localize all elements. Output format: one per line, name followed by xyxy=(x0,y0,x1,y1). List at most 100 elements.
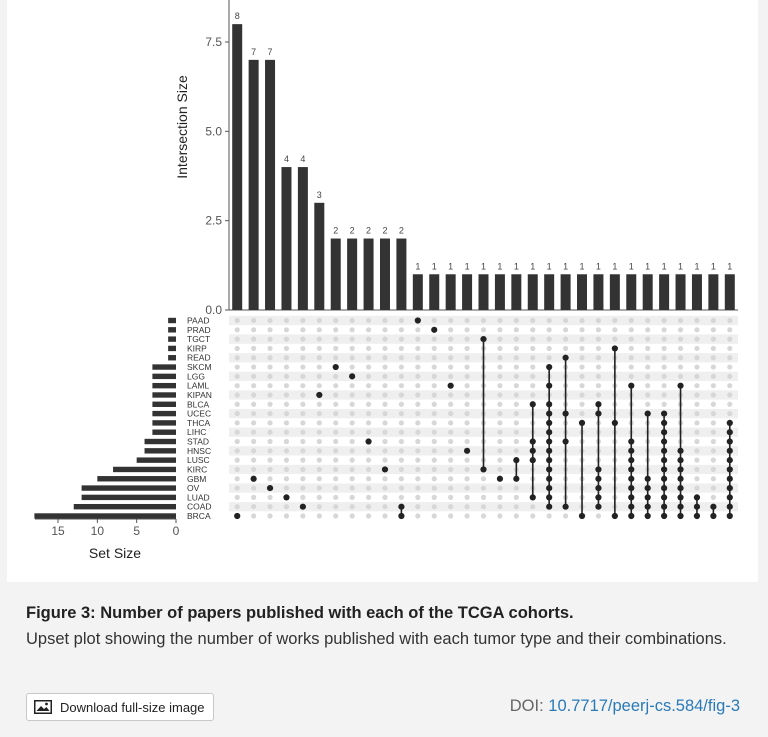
matrix-dot-inactive xyxy=(300,420,306,426)
matrix-dot-inactive xyxy=(497,485,503,491)
matrix-dot-inactive xyxy=(300,345,306,352)
matrix-dot-inactive xyxy=(694,429,700,435)
matrix-dot-active xyxy=(628,382,635,389)
bar-value-label: 2 xyxy=(366,226,371,236)
matrix-dot-inactive xyxy=(710,429,716,435)
matrix-dot-inactive xyxy=(300,466,306,473)
matrix-dot-inactive xyxy=(349,485,355,491)
matrix-dot-inactive xyxy=(464,457,470,463)
matrix-dot-inactive xyxy=(398,466,405,473)
matrix-dot-inactive xyxy=(333,476,339,482)
matrix-dot-inactive xyxy=(333,466,339,473)
bar-value-label: 2 xyxy=(382,226,387,236)
matrix-dot-active xyxy=(611,512,618,520)
matrix-dot-inactive xyxy=(349,364,355,370)
download-full-size-image-button[interactable]: Download full-size image xyxy=(26,693,214,721)
set-size-bar xyxy=(152,410,176,417)
matrix-dot-inactive xyxy=(333,485,339,491)
matrix-dot-active xyxy=(349,373,356,380)
matrix-dot-inactive xyxy=(530,513,536,519)
matrix-dot-active xyxy=(496,475,504,482)
matrix-dot-inactive xyxy=(530,373,536,379)
matrix-dot-inactive xyxy=(333,401,339,407)
matrix-dot-inactive xyxy=(365,355,372,361)
matrix-dot-inactive xyxy=(382,513,388,519)
matrix-dot-inactive xyxy=(333,355,339,361)
matrix-dot-inactive xyxy=(365,392,372,398)
matrix-dot-inactive xyxy=(546,513,552,519)
matrix-dot-active xyxy=(611,345,618,352)
matrix-dot-inactive xyxy=(497,466,503,473)
matrix-dot-inactive xyxy=(415,494,421,500)
matrix-dot-inactive xyxy=(448,429,454,435)
matrix-dot-inactive xyxy=(251,355,257,361)
matrix-dot-inactive xyxy=(710,457,716,463)
matrix-dot-inactive xyxy=(464,485,470,491)
y-tick-label: 0.0 xyxy=(205,303,222,317)
matrix-dot-active xyxy=(661,419,668,427)
matrix-dot-inactive xyxy=(349,504,355,510)
bar-value-label: 1 xyxy=(580,261,585,271)
matrix-dot-inactive xyxy=(316,401,322,407)
matrix-dot-inactive xyxy=(497,401,503,407)
matrix-dot-active xyxy=(332,363,339,371)
matrix-dot-inactive xyxy=(727,355,733,361)
matrix-dot-inactive xyxy=(415,392,421,398)
matrix-dot-inactive xyxy=(398,438,405,445)
matrix-dot-active xyxy=(644,410,651,417)
matrix-dot-inactive xyxy=(415,476,421,482)
bar-value-label: 1 xyxy=(612,261,617,271)
matrix-dot-inactive xyxy=(710,466,716,473)
doi-link[interactable]: 10.7717/peerj-cs.584/fig-3 xyxy=(548,697,740,715)
matrix-dot-inactive xyxy=(349,438,355,445)
matrix-dot-inactive xyxy=(316,420,322,426)
matrix-dot-active xyxy=(266,484,274,492)
matrix-dot-inactive xyxy=(365,345,372,352)
matrix-dot-inactive xyxy=(710,494,716,500)
set-label: BRCA xyxy=(187,511,211,521)
matrix-dot-active xyxy=(595,475,602,482)
matrix-dot-active xyxy=(726,457,733,464)
bar-value-label: 1 xyxy=(530,261,535,271)
matrix-dot-inactive xyxy=(431,345,437,352)
matrix-dot-inactive xyxy=(464,429,470,435)
matrix-dot-active xyxy=(546,419,553,427)
matrix-dot-inactive xyxy=(448,420,454,426)
set-size-bar xyxy=(136,457,176,463)
matrix-dot-inactive xyxy=(316,485,322,491)
matrix-dot-inactive xyxy=(251,364,257,370)
matrix-dot-active xyxy=(661,503,668,510)
matrix-dot-inactive xyxy=(431,373,437,379)
matrix-dot-inactive xyxy=(710,485,716,491)
matrix-dot-inactive xyxy=(431,383,437,389)
image-icon xyxy=(34,700,52,714)
matrix-dot-inactive xyxy=(628,345,634,352)
matrix-dot-inactive xyxy=(267,327,273,333)
matrix-dot-inactive xyxy=(612,317,618,324)
matrix-dot-inactive xyxy=(677,345,684,352)
matrix-dot-inactive xyxy=(431,438,437,445)
matrix-dot-inactive xyxy=(513,494,519,500)
matrix-dot-inactive xyxy=(316,513,322,519)
matrix-dot-inactive xyxy=(251,466,257,473)
bar-value-label: 1 xyxy=(629,261,634,271)
matrix-dot-inactive xyxy=(694,345,700,352)
matrix-dot-inactive xyxy=(349,410,355,417)
matrix-dot-inactive xyxy=(431,336,437,342)
matrix-dot-inactive xyxy=(579,383,585,389)
matrix-dot-inactive xyxy=(513,345,519,352)
matrix-dot-inactive xyxy=(497,327,503,333)
matrix-dot-inactive xyxy=(316,429,322,435)
matrix-dot-inactive xyxy=(349,392,355,398)
matrix-dot-inactive xyxy=(612,336,618,342)
matrix-dot-inactive xyxy=(415,345,421,352)
matrix-dot-inactive xyxy=(513,420,519,426)
matrix-dot-inactive xyxy=(234,401,240,407)
matrix-dot-active xyxy=(480,336,487,343)
matrix-dot-inactive xyxy=(513,383,519,389)
matrix-dot-inactive xyxy=(234,327,240,333)
matrix-dot-inactive xyxy=(497,392,503,398)
intersection-bar xyxy=(609,274,620,310)
matrix-dot-inactive xyxy=(316,448,322,454)
matrix-dot-inactive xyxy=(398,383,405,389)
